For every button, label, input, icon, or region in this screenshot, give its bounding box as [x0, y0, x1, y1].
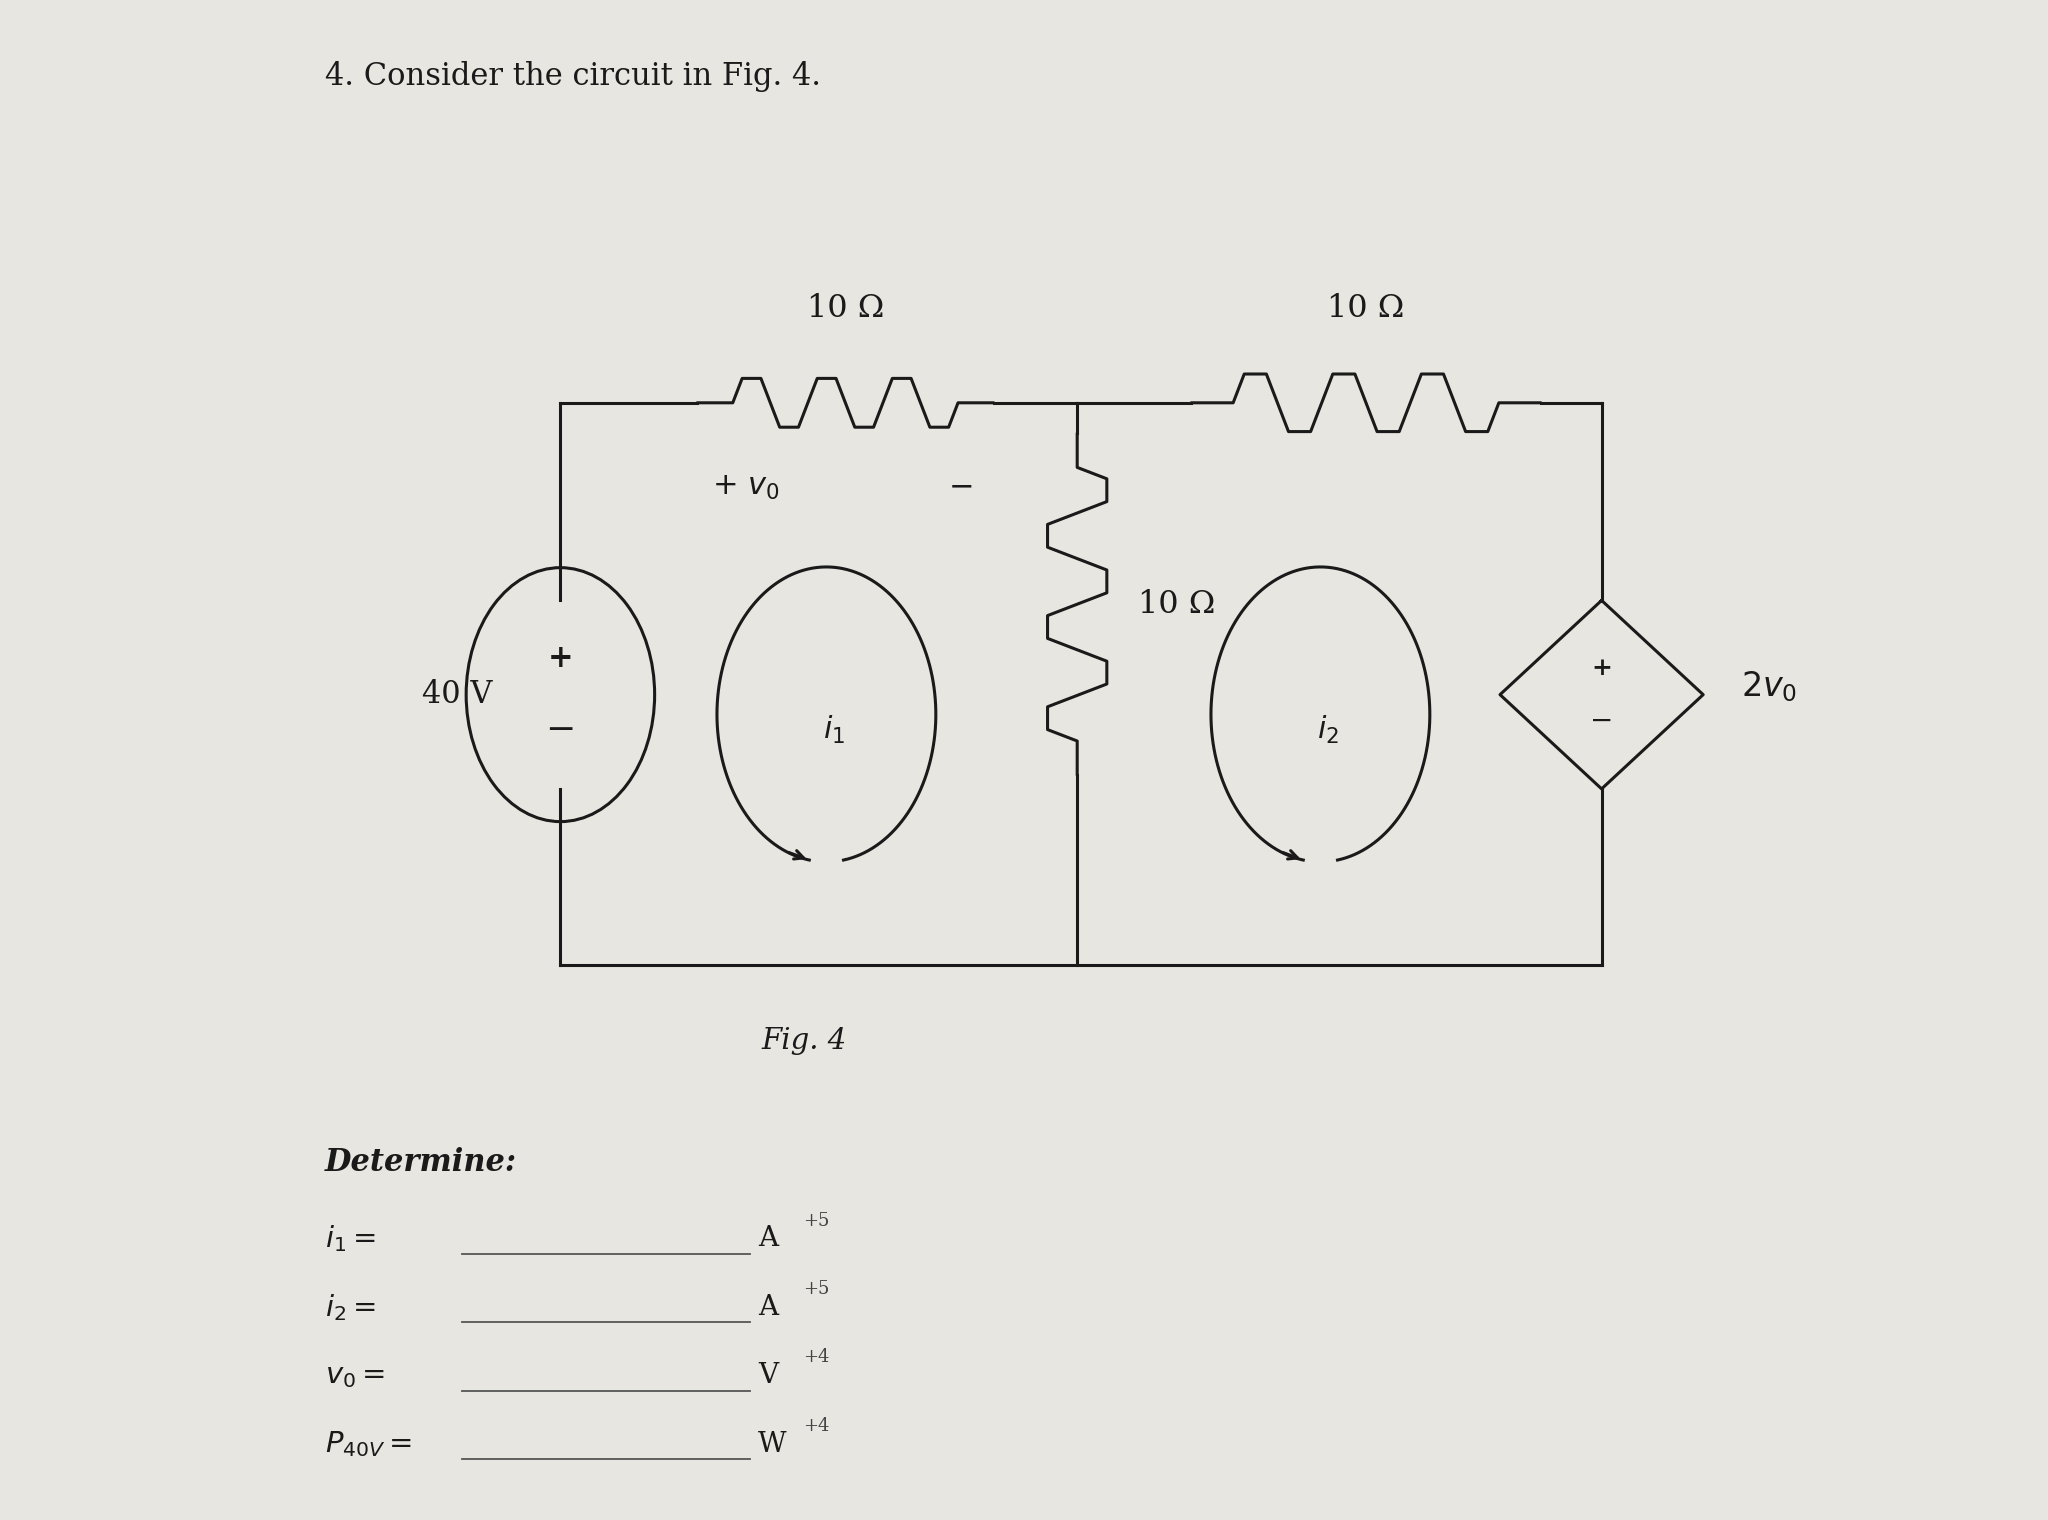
Text: $i_1 =$: $i_1 =$ [326, 1224, 375, 1254]
Text: 10 Ω: 10 Ω [1327, 293, 1405, 324]
Text: +: + [1591, 657, 1612, 681]
Text: 10 Ω: 10 Ω [807, 293, 885, 324]
Text: +4: +4 [803, 1417, 829, 1435]
Text: Fig. 4: Fig. 4 [762, 1028, 846, 1055]
Text: −: − [545, 713, 575, 748]
Text: A: A [758, 1225, 778, 1252]
Text: $i_1$: $i_1$ [823, 713, 846, 746]
Text: −: − [1589, 707, 1614, 734]
Text: A: A [758, 1294, 778, 1321]
Text: $+\ v_0$: $+\ v_0$ [713, 471, 780, 502]
Text: +5: +5 [803, 1280, 829, 1298]
Text: $-$: $-$ [948, 471, 973, 502]
Text: 4. Consider the circuit in Fig. 4.: 4. Consider the circuit in Fig. 4. [326, 61, 821, 91]
Text: $v_0 =$: $v_0 =$ [326, 1362, 385, 1389]
Text: $P_{40V} =$: $P_{40V} =$ [326, 1429, 412, 1459]
Text: W: W [758, 1430, 786, 1458]
Text: V: V [758, 1362, 778, 1389]
Text: +: + [547, 643, 573, 675]
Text: 40 V: 40 V [422, 679, 492, 710]
Text: $2v_0$: $2v_0$ [1741, 670, 1798, 704]
Text: $i_2$: $i_2$ [1317, 713, 1339, 746]
Text: $i_2 =$: $i_2 =$ [326, 1292, 375, 1322]
Text: +4: +4 [803, 1348, 829, 1366]
Text: +5: +5 [803, 1211, 829, 1230]
Text: 10 Ω: 10 Ω [1139, 588, 1214, 620]
Text: Determine:: Determine: [326, 1148, 516, 1178]
